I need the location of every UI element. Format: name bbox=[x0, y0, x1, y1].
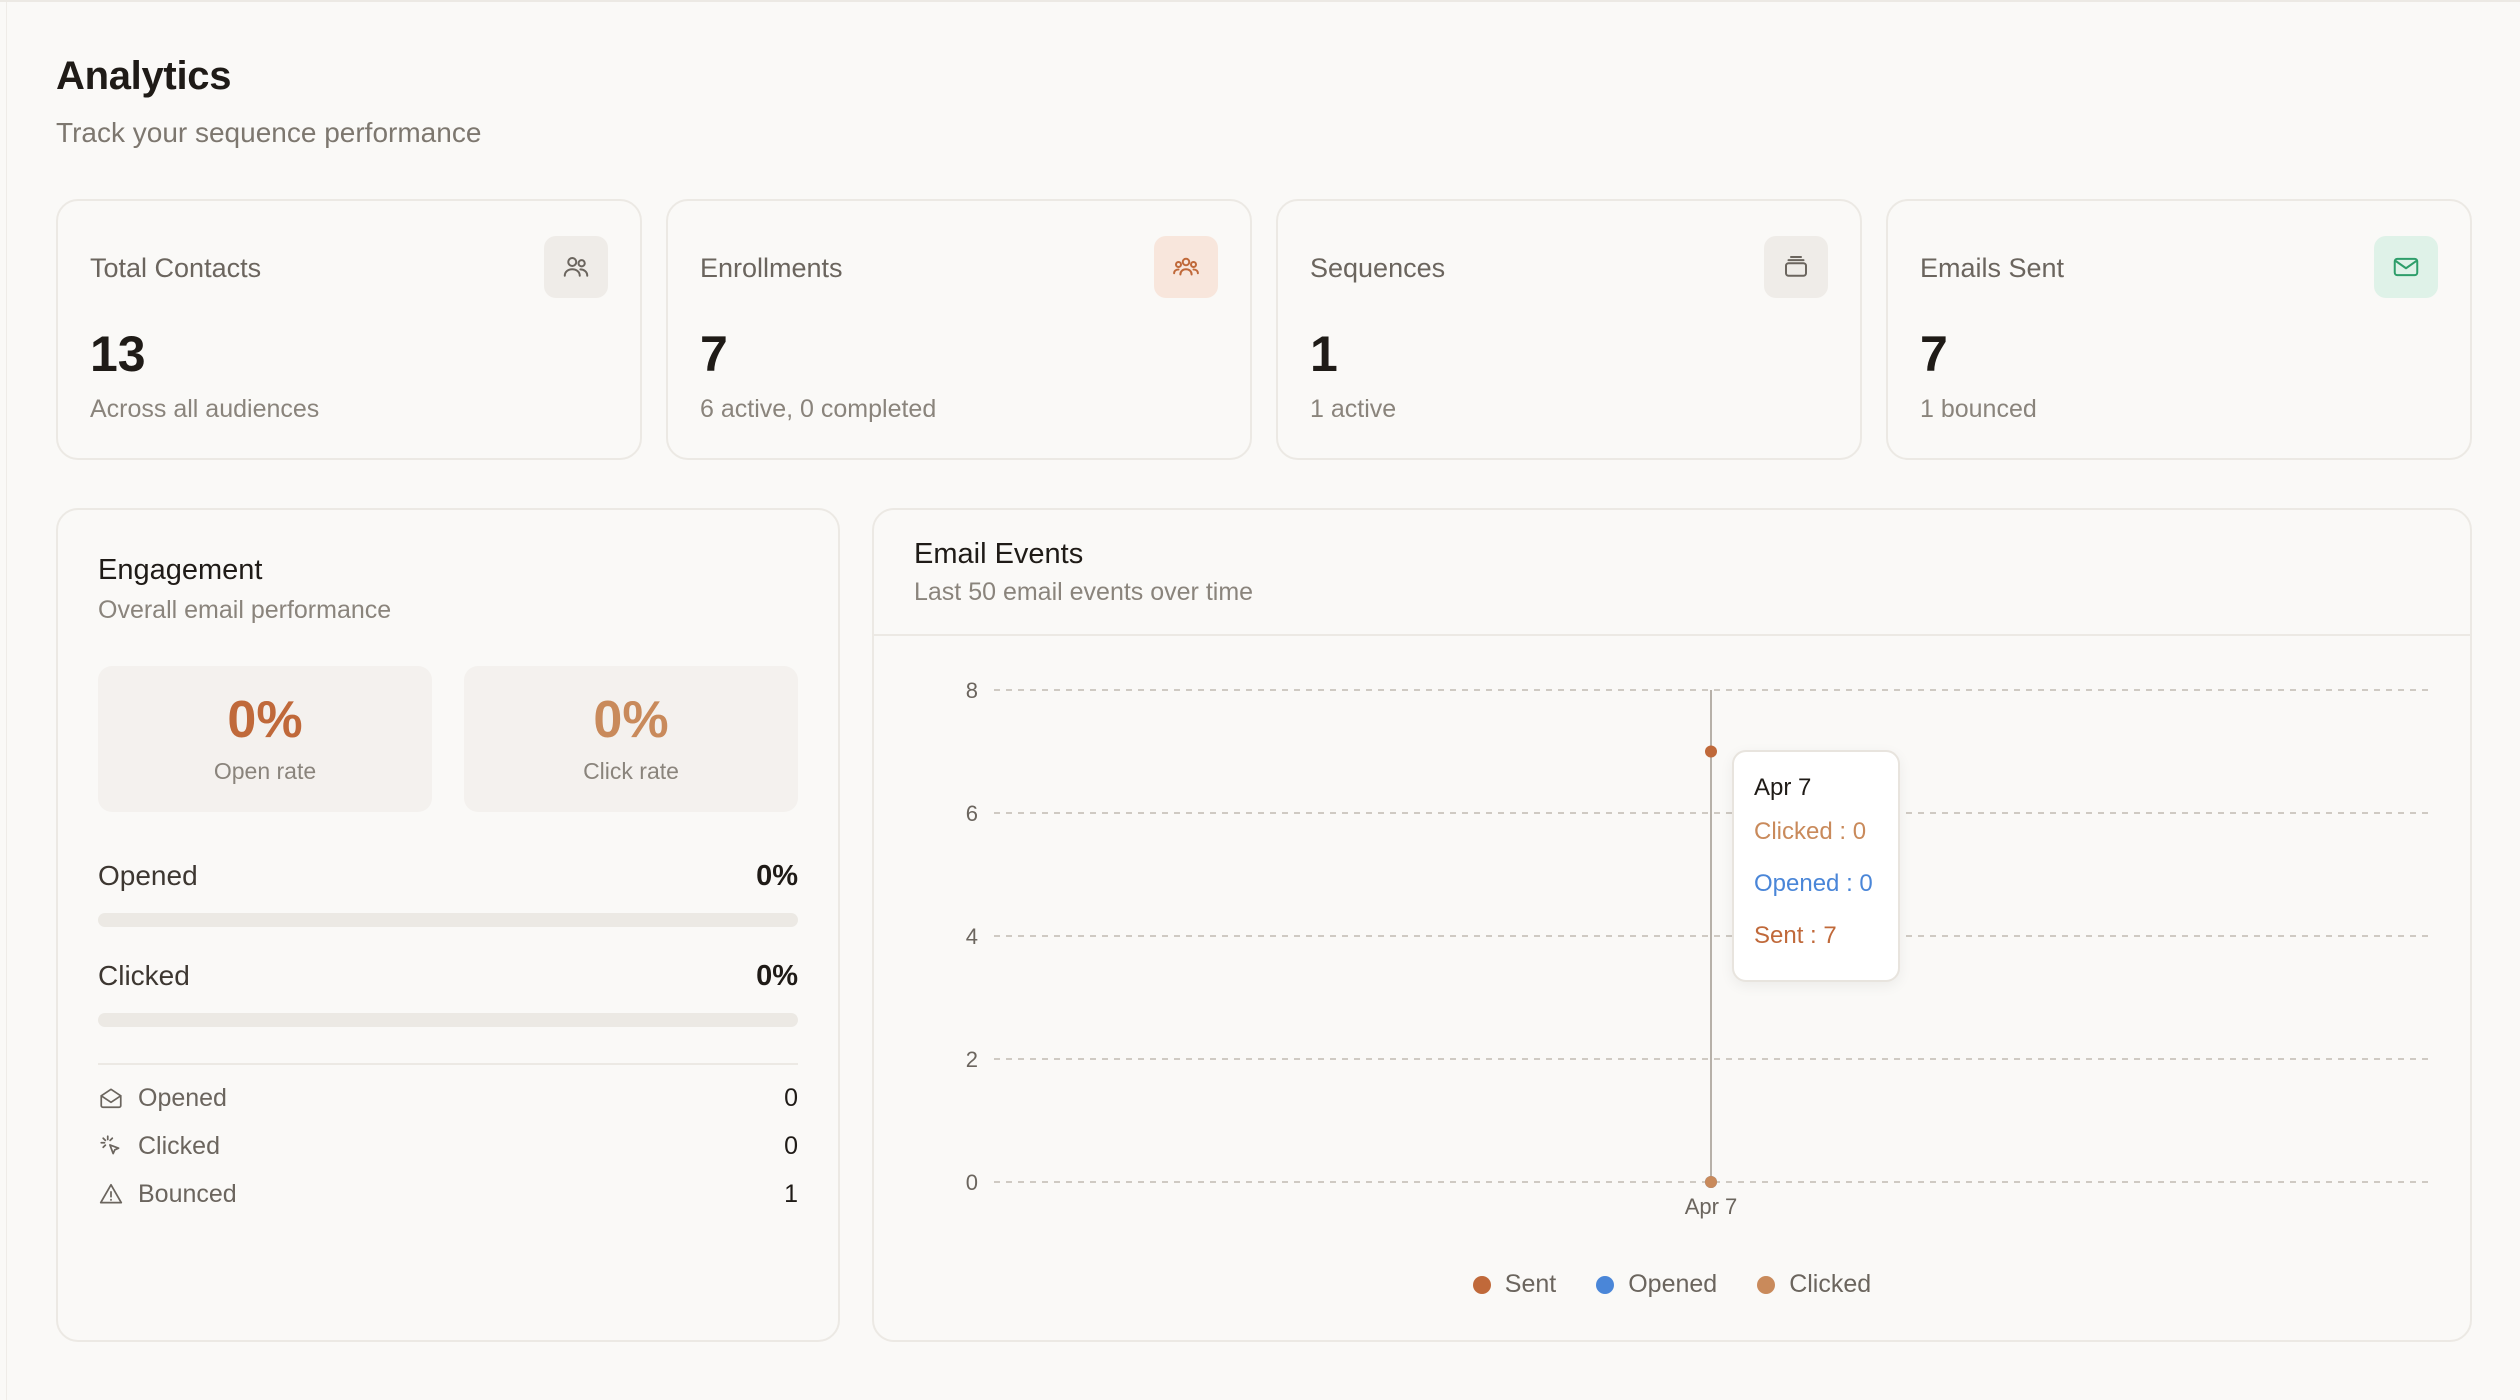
page-subtitle: Track your sequence performance bbox=[56, 117, 482, 148]
events-subtitle: Last 50 email events over time bbox=[914, 578, 1254, 606]
clicked-progress-track bbox=[98, 1013, 798, 1027]
opened-progress-label: Opened bbox=[98, 860, 198, 891]
legend-item-sent[interactable]: Sent bbox=[1472, 1270, 1557, 1299]
count-label: Opened bbox=[138, 1083, 227, 1112]
page-title: Analytics bbox=[56, 54, 232, 98]
group-icon bbox=[1154, 236, 1218, 298]
layers-icon bbox=[1764, 236, 1828, 298]
count-row-clicked: Clicked 0 bbox=[98, 1128, 798, 1164]
clicked-progress-label: Clicked bbox=[98, 960, 190, 991]
tooltip-sent: Sent : 7 bbox=[1754, 922, 1837, 949]
stat-card-emails-sent: Emails Sent 7 1 bounced bbox=[1886, 199, 2472, 460]
stat-value: 13 bbox=[90, 326, 146, 382]
mail-icon bbox=[2374, 236, 2438, 298]
open-rate-value: 0% bbox=[227, 691, 303, 749]
click-rate-label: Click rate bbox=[583, 758, 679, 784]
x-tick-label: Apr 7 bbox=[1685, 1194, 1738, 1219]
opened-progress: Opened 0% bbox=[98, 858, 798, 927]
divider bbox=[874, 634, 2470, 636]
chart-tooltip: Apr 7 Clicked : 0 Opened : 0 Sent : 7 bbox=[1732, 750, 1900, 982]
stat-label: Emails Sent bbox=[1920, 253, 2065, 283]
stat-sub: 6 active, 0 completed bbox=[700, 395, 937, 423]
count-value: 0 bbox=[784, 1083, 798, 1112]
sidebar-edge bbox=[6, 2, 7, 1400]
y-tick-label: 4 bbox=[966, 924, 978, 949]
stat-label: Sequences bbox=[1310, 253, 1446, 283]
stat-card-total-contacts: Total Contacts 13 Across all audiences bbox=[56, 199, 642, 460]
page-header: Analytics Track your sequence performanc… bbox=[56, 54, 481, 149]
divider bbox=[98, 1063, 798, 1065]
stat-value: 7 bbox=[700, 326, 728, 382]
email-events-panel: Email Events Last 50 email events over t… bbox=[872, 508, 2472, 1342]
warning-icon bbox=[99, 1183, 123, 1204]
stat-value: 1 bbox=[1310, 326, 1338, 382]
count-value: 1 bbox=[784, 1179, 798, 1208]
data-point-sent bbox=[1705, 745, 1717, 758]
stat-label: Enrollments bbox=[700, 253, 843, 283]
y-tick-label: 0 bbox=[966, 1170, 978, 1195]
opened-progress-value: 0% bbox=[756, 859, 798, 892]
legend-dot bbox=[1596, 1275, 1615, 1294]
stat-sub: Across all audiences bbox=[90, 395, 320, 423]
legend-dot bbox=[1757, 1275, 1776, 1294]
open-rate-label: Open rate bbox=[213, 758, 317, 784]
legend-label: Sent bbox=[1504, 1270, 1557, 1298]
y-tick-label: 8 bbox=[966, 678, 978, 703]
tooltip-title: Apr 7 bbox=[1754, 774, 1812, 801]
stat-sub: 1 active bbox=[1310, 395, 1397, 423]
y-tick-label: 2 bbox=[966, 1047, 978, 1072]
opened-progress-track bbox=[98, 913, 798, 927]
users-icon bbox=[544, 236, 608, 298]
open-rate-box: 0% Open rate bbox=[98, 666, 432, 812]
email-events-chart[interactable]: 0 2 4 6 8 Apr 7 bbox=[874, 636, 2470, 1256]
count-label: Bounced bbox=[138, 1179, 237, 1208]
stat-card-enrollments: Enrollments 7 6 active, 0 completed bbox=[666, 199, 1252, 460]
click-rate-value: 0% bbox=[593, 691, 669, 749]
engagement-panel: Engagement Overall email performance 0% … bbox=[56, 508, 840, 1342]
tooltip-clicked: Clicked : 0 bbox=[1754, 818, 1867, 845]
stat-value: 7 bbox=[1920, 326, 1948, 382]
legend-label: Clicked bbox=[1789, 1270, 1872, 1298]
count-value: 0 bbox=[784, 1131, 798, 1160]
stat-sub: 1 bounced bbox=[1920, 395, 2037, 423]
count-row-opened: Opened 0 bbox=[98, 1080, 798, 1116]
events-title: Email Events bbox=[914, 538, 1084, 570]
legend-item-opened[interactable]: Opened bbox=[1596, 1270, 1717, 1299]
legend-dot bbox=[1472, 1275, 1491, 1294]
legend-label: Opened bbox=[1628, 1270, 1718, 1298]
legend-item-clicked[interactable]: Clicked bbox=[1757, 1270, 1871, 1299]
engagement-subtitle: Overall email performance bbox=[98, 596, 392, 624]
count-label: Clicked bbox=[138, 1131, 220, 1160]
count-row-bounced: Bounced 1 bbox=[98, 1176, 798, 1212]
click-icon bbox=[100, 1135, 120, 1155]
data-point-clicked bbox=[1705, 1176, 1717, 1188]
stat-card-sequences: Sequences 1 1 active bbox=[1276, 199, 1862, 460]
engagement-title: Engagement bbox=[98, 554, 263, 586]
stat-label: Total Contacts bbox=[90, 253, 262, 283]
click-rate-box: 0% Click rate bbox=[464, 666, 798, 812]
mail-open-icon bbox=[100, 1088, 122, 1109]
clicked-progress: Clicked 0% bbox=[98, 958, 798, 1027]
tooltip-opened: Opened : 0 bbox=[1754, 870, 1873, 897]
chart-legend: Sent Opened Clicked bbox=[874, 1270, 2470, 1299]
clicked-progress-value: 0% bbox=[756, 959, 798, 992]
y-tick-label: 6 bbox=[966, 801, 978, 826]
